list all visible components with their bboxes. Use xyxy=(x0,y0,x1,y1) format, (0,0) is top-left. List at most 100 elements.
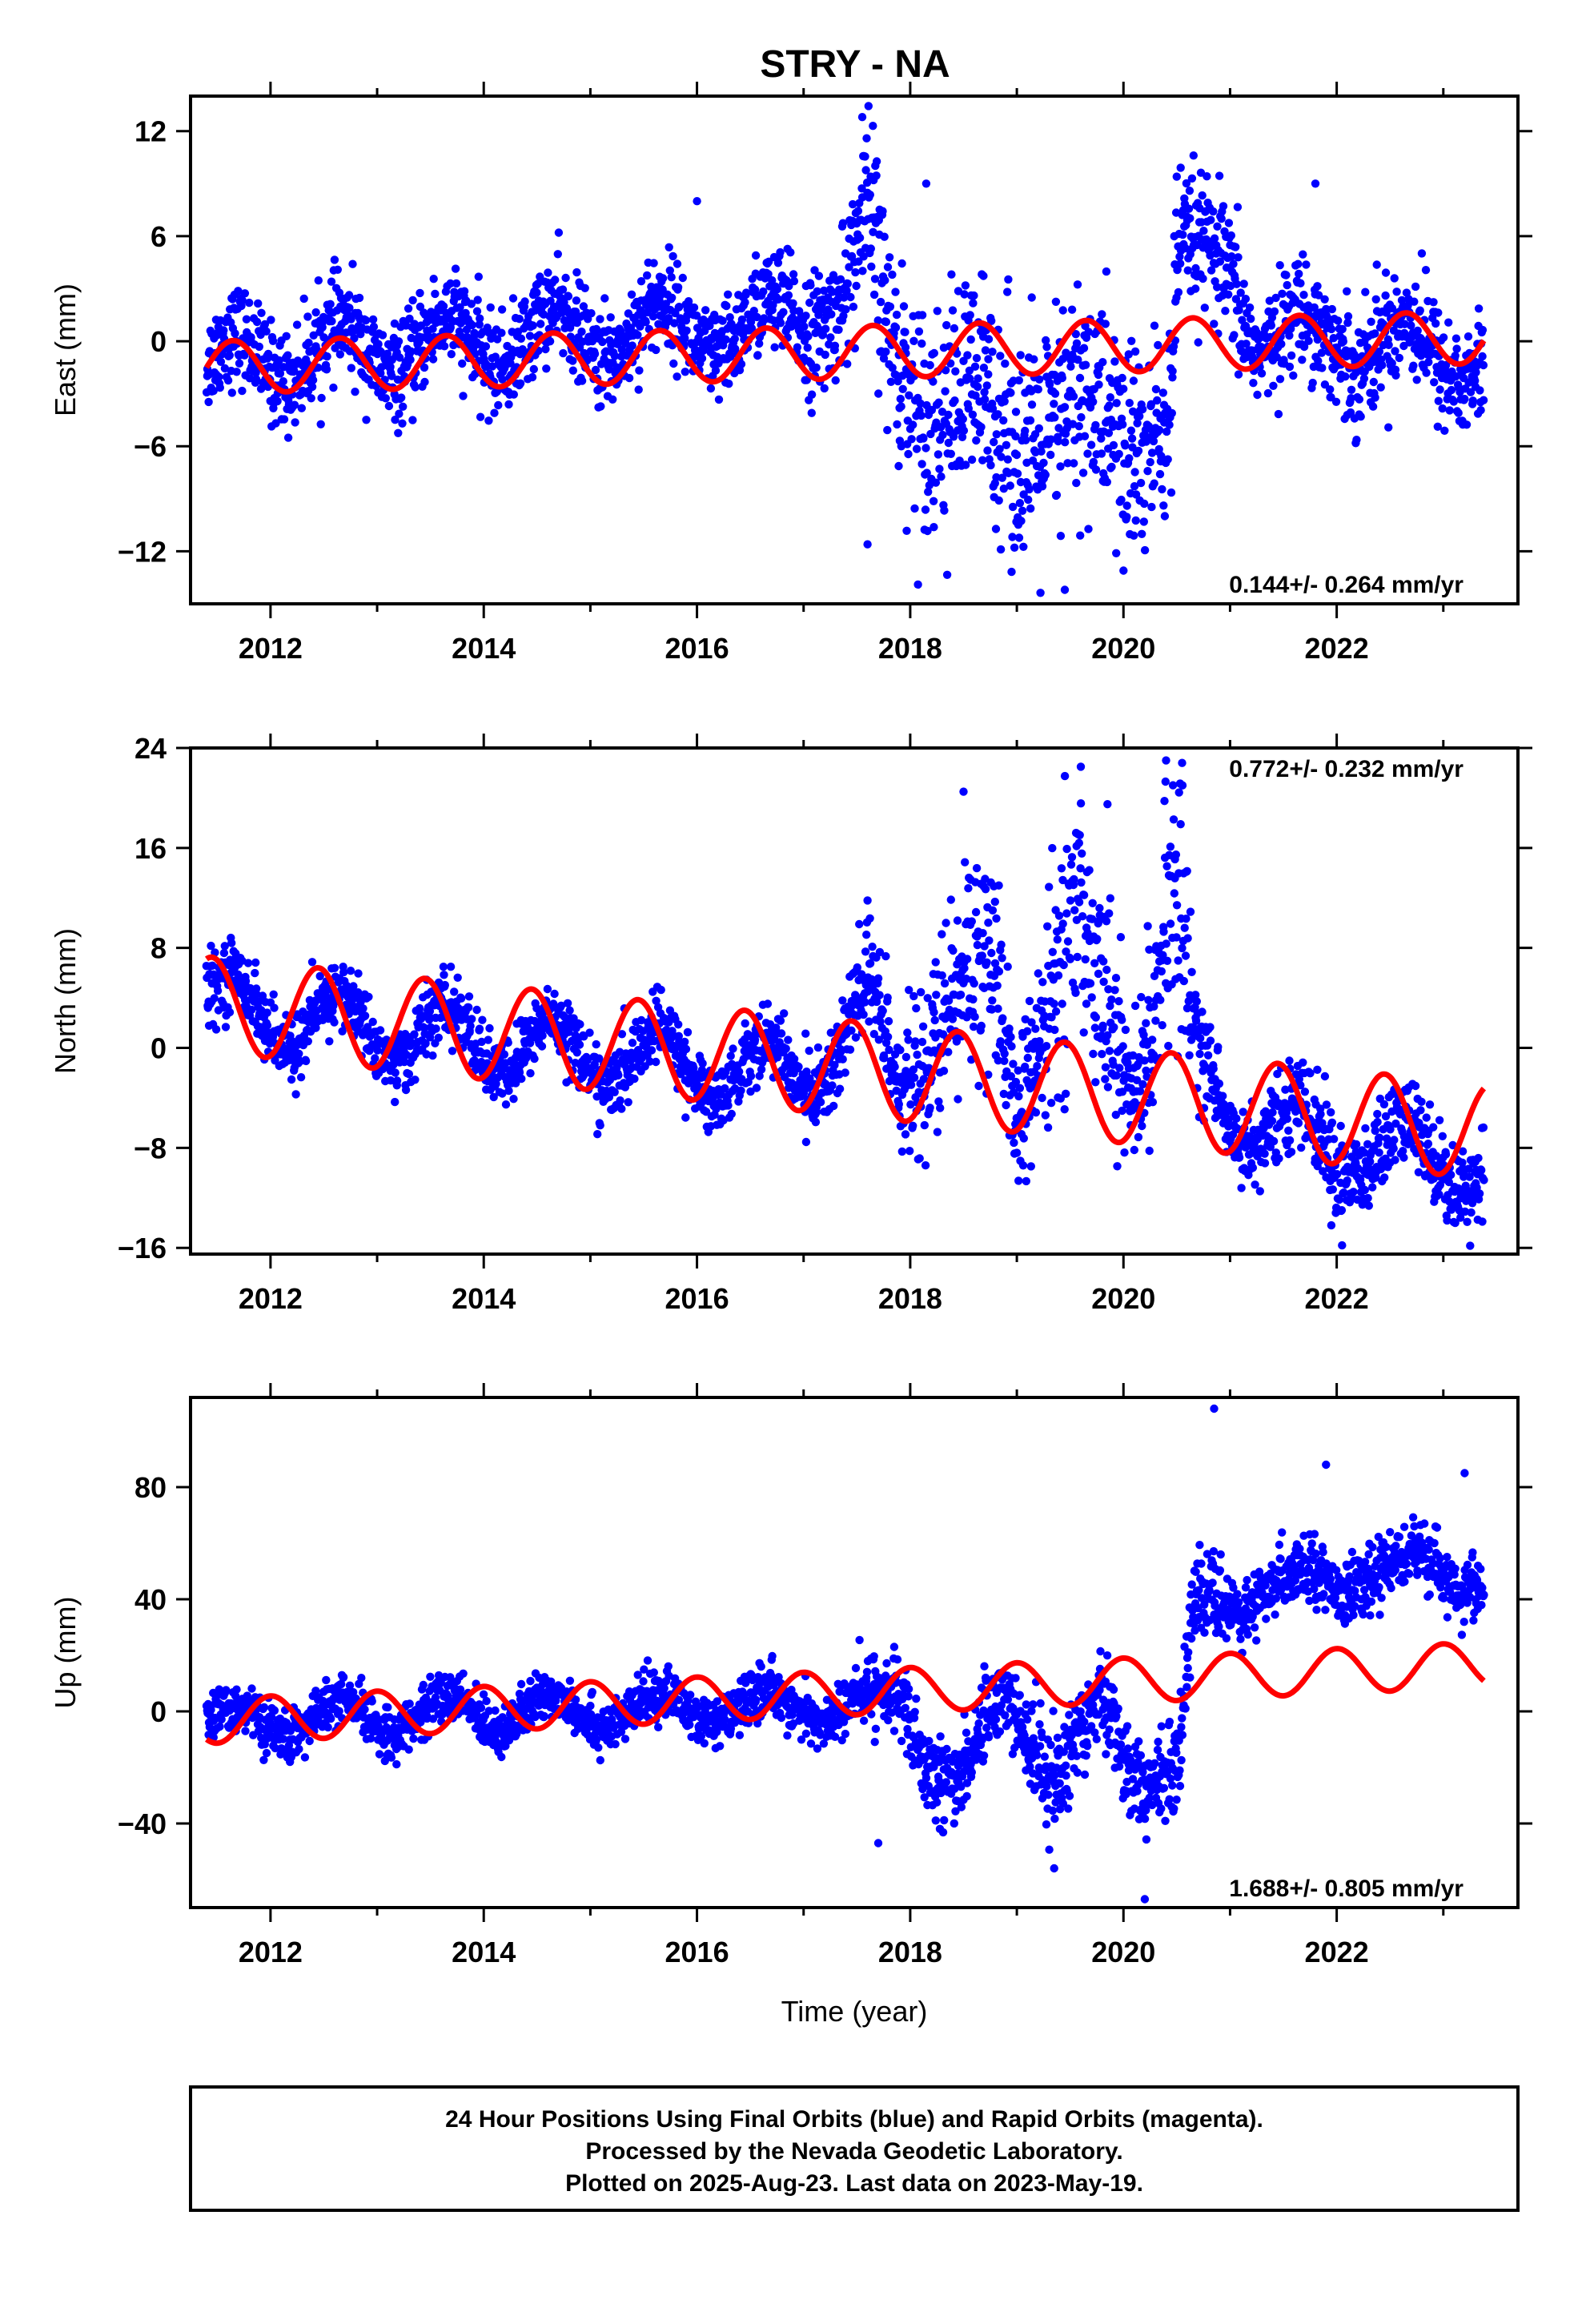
east-data-point xyxy=(962,460,970,469)
east-data-point xyxy=(1224,219,1234,227)
north-data-point xyxy=(994,1004,1002,1013)
east-data-point xyxy=(1119,384,1128,393)
north-data-point xyxy=(909,1073,919,1082)
east-data-point xyxy=(1160,512,1170,521)
east-data-point xyxy=(1134,446,1143,456)
east-data-point xyxy=(787,322,796,331)
north-data-point xyxy=(1098,1021,1107,1031)
east-data-point xyxy=(1008,502,1018,512)
east-data-point xyxy=(520,297,529,306)
north-data-point xyxy=(477,1037,486,1047)
north-data-point xyxy=(1322,1100,1331,1109)
east-data-point xyxy=(307,394,315,403)
east-data-point xyxy=(467,300,476,308)
east-data-point xyxy=(1269,381,1278,390)
north-data-point xyxy=(504,1086,513,1096)
east-data-point xyxy=(1422,368,1431,377)
north-data-point xyxy=(1112,1071,1121,1080)
east-data-point xyxy=(950,324,959,333)
north-data-point xyxy=(1158,951,1167,959)
east-data-point xyxy=(901,343,910,352)
east-model-line xyxy=(204,310,1487,395)
north-data-point xyxy=(890,1062,899,1072)
east-data-point xyxy=(1371,393,1379,402)
east-data-point xyxy=(1130,482,1139,491)
north-data-point xyxy=(428,1051,437,1060)
east-data-point xyxy=(1008,533,1017,541)
north-data-point xyxy=(697,1066,707,1075)
north-data-point xyxy=(681,1037,689,1047)
east-data-point xyxy=(1130,468,1139,476)
north-data-point xyxy=(830,1060,839,1070)
north-data-point xyxy=(1107,995,1116,1004)
north-data-point xyxy=(805,1074,814,1084)
east-data-point xyxy=(624,373,634,383)
east-data-point xyxy=(967,455,977,464)
east-data-point xyxy=(330,255,339,264)
east-data-point xyxy=(1026,416,1035,425)
north-data-point xyxy=(263,1021,272,1030)
north-data-point xyxy=(884,1017,893,1026)
north-data-point xyxy=(776,1016,785,1025)
north-data-point xyxy=(1285,1056,1294,1065)
east-data-point xyxy=(1126,426,1136,435)
east-data-point xyxy=(1034,424,1044,433)
east-data-point xyxy=(982,381,992,390)
east-data-point xyxy=(532,288,541,297)
east-data-point xyxy=(1234,253,1243,262)
east-data-point xyxy=(1074,356,1082,364)
east-data-point xyxy=(1209,207,1218,216)
east-data-point xyxy=(1200,304,1210,312)
east-data-point xyxy=(878,207,887,215)
east-data-point xyxy=(693,311,701,320)
north-data-point xyxy=(1224,1115,1234,1124)
north-data-point xyxy=(1094,969,1103,979)
east-data-point xyxy=(1444,318,1453,327)
east-data-point xyxy=(279,377,287,386)
east-data-point xyxy=(785,282,793,291)
north-data-point xyxy=(1337,1206,1347,1215)
east-data-point xyxy=(930,523,938,532)
east-data-point xyxy=(1176,259,1185,268)
north-data-point xyxy=(1198,1007,1207,1016)
east-data-point xyxy=(1356,412,1365,421)
north-data-point xyxy=(421,1039,430,1048)
east-data-point xyxy=(921,179,931,188)
east-data-point xyxy=(509,390,518,399)
north-data-point xyxy=(1209,1064,1218,1073)
east-data-point xyxy=(1283,280,1291,290)
east-data-point xyxy=(654,320,663,328)
north-data-point xyxy=(1091,1013,1101,1022)
east-data-point xyxy=(376,348,386,356)
east-data-point xyxy=(344,291,354,300)
east-data-point xyxy=(279,415,289,424)
north-data-point xyxy=(375,1026,385,1035)
east-data-point xyxy=(1434,396,1443,405)
east-data-point xyxy=(572,267,581,277)
east-data-point xyxy=(498,375,507,384)
north-data-point xyxy=(956,991,966,999)
east-data-point xyxy=(283,433,293,442)
east-data-point xyxy=(1407,321,1415,330)
east-data-point xyxy=(836,275,845,283)
east-data-point xyxy=(1061,438,1070,447)
east-data-point xyxy=(565,324,575,332)
east-data-point xyxy=(988,404,998,413)
north-data-point xyxy=(1260,1159,1270,1168)
north-data-point xyxy=(368,1017,377,1027)
east-data-point xyxy=(1041,470,1050,480)
east-data-point xyxy=(275,356,283,365)
east-data-point xyxy=(309,331,318,340)
north-data-point xyxy=(835,1084,845,1093)
north-data-point xyxy=(1281,1085,1290,1094)
east-data-point xyxy=(1435,385,1444,394)
north-data-point xyxy=(1050,999,1058,1008)
east-data-point xyxy=(862,178,872,187)
east-data-point xyxy=(1083,449,1092,458)
north-data-point xyxy=(1273,1069,1282,1079)
east-data-point xyxy=(942,320,951,330)
east-data-point xyxy=(838,219,848,227)
north-data-point xyxy=(1237,1184,1246,1192)
north-data-point xyxy=(1169,815,1178,824)
east-data-point xyxy=(257,308,266,317)
